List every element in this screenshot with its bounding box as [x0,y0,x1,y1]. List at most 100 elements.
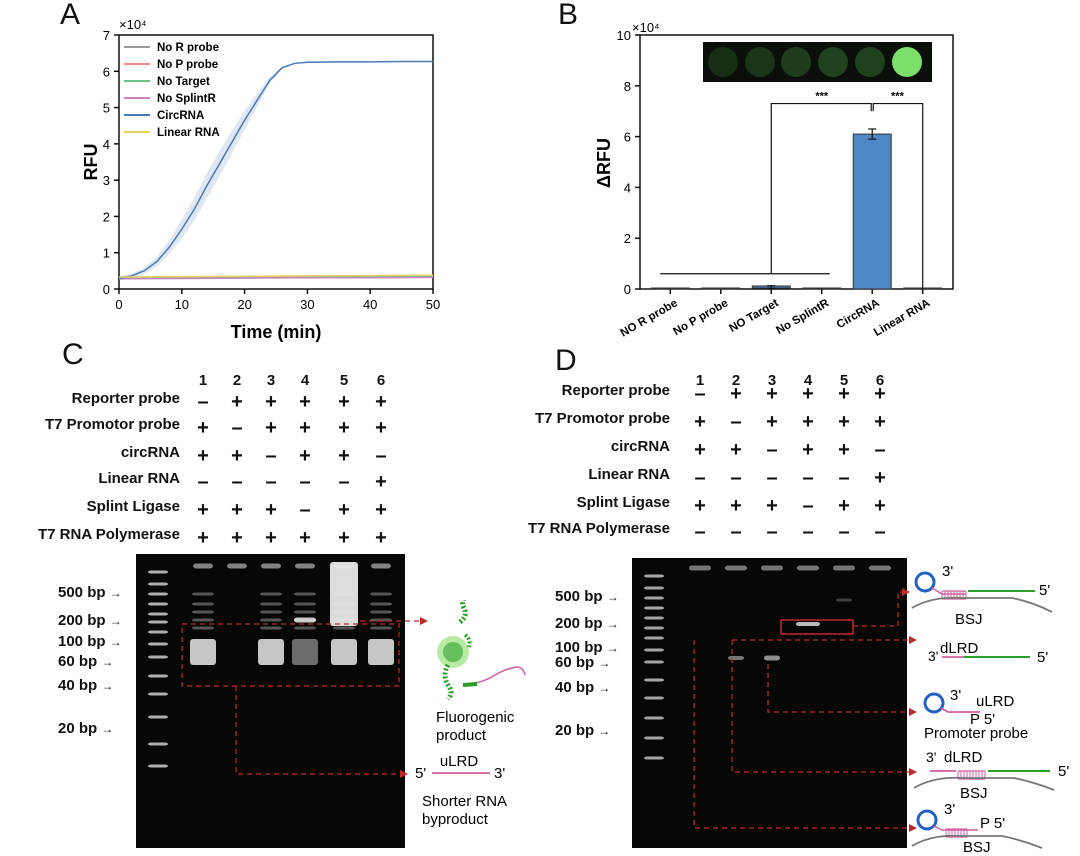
condition-symbol: + [338,417,350,439]
size-marker-label: 100 bp → [58,633,122,650]
byproduct-band [368,639,394,665]
ladder-band [148,692,168,696]
ladder-band [148,764,168,768]
condition-symbol: – [838,521,850,543]
gel-band [294,610,316,614]
ladder-band [148,582,168,586]
chart-a: 0 10 20 30 40 50 0 1 2 3 4 5 6 7 No R probe No P probe… [81,17,440,342]
gel-band [370,626,392,630]
ladder-band [148,655,168,659]
chart-b-category-label: NO R probe [618,297,679,339]
condition-symbol: + [375,499,387,521]
condition-label: T7 Promotor probe [534,410,670,427]
condition-symbol: + [802,383,814,405]
condition-symbol: – [338,471,350,493]
chart-a-ytick-label: 1 [103,246,110,261]
chart-a-xtick-label: 30 [300,297,314,312]
s3-name: uLRD [976,693,1015,710]
gel-c-annotations: Fluorogenic product 5' uLRD 3' Shorter R… [181,600,526,828]
ladder-band [644,756,664,760]
chart-a-legend-label: No SplintR [157,93,216,105]
schematic-probe-bsj: 3' P 5' BSJ [911,801,1043,856]
fluorogenic-label-2: product [436,727,487,744]
chart-a-xtick-label: 10 [175,297,189,312]
size-marker-label: 200 bp → [555,615,619,632]
condition-symbol: + [694,411,706,433]
gel-band [370,602,392,606]
condition-symbol: – [802,495,814,517]
condition-symbol: – [265,445,277,467]
byproduct-five: 5' [415,765,426,782]
gel-band [192,618,214,622]
s1-three: 3' [942,563,953,580]
chart-b-ytick-label: 6 [624,130,631,145]
ladder-band [644,648,664,652]
condition-symbol: + [802,411,814,433]
chart-a-ytick-label: 0 [103,282,110,297]
chart-b-ytick-label: 4 [624,180,631,195]
schematic-dlrd-bsj: 3' dLRD 5' BSJ [913,749,1069,802]
chart-a-legend-label: No R probe [157,42,219,54]
condition-label: circRNA [120,444,180,461]
ladder-band [148,674,168,678]
gel-c-image [136,554,405,848]
chart-b-bar [701,287,741,290]
condition-symbol: + [375,527,387,549]
s4-five: 5' [1058,763,1069,780]
gel-band [294,592,316,596]
ladder-band [644,574,664,578]
size-marker-label: 500 bp → [555,588,619,605]
s2-name: dLRD [940,640,979,657]
chart-b-scale-label: ×10⁴ [632,20,660,35]
lane-number: 2 [731,372,741,389]
condition-label: Linear RNA [588,466,670,483]
condition-symbol: + [838,495,850,517]
condition-symbol: + [874,467,886,489]
condition-symbol: – [265,471,277,493]
chart-a-xlabel: Time (min) [231,322,322,342]
well-spot [855,47,885,77]
ladder-band [644,736,664,740]
condition-label: Splint Ligase [576,494,670,511]
s2-five: 5' [1037,649,1048,666]
condition-symbol: – [694,383,706,405]
condition-symbol: + [802,439,814,461]
significance-label-2: *** [891,91,905,103]
size-marker-label: 100 bp → [555,639,619,656]
condition-symbol: – [299,499,311,521]
chart-b-category-label: NO Target [727,297,781,335]
gel-band [260,618,282,622]
condition-symbol: + [766,495,778,517]
condition-symbol: – [874,521,886,543]
lane-number: 1 [198,372,208,389]
condition-symbol: + [299,527,311,549]
lane-number: 4 [803,372,813,389]
gel-band [294,626,316,630]
panel-label-d: D [555,344,577,377]
lane-number: 2 [232,372,242,389]
condition-symbol: – [730,467,742,489]
condition-symbol: + [338,391,350,413]
schematic-promoter-probe: 3' uLRD P 5' Promoter probe [923,687,1028,742]
s3-caption: Promoter probe [924,725,1028,742]
condition-symbol: – [874,439,886,461]
ladder-band [148,612,168,616]
s3-p5: P 5' [970,711,995,728]
condition-symbol: – [730,521,742,543]
condition-symbol: – [299,471,311,493]
well [833,565,855,571]
condition-symbol: + [231,445,243,467]
condition-symbol: + [874,495,886,517]
condition-symbol: – [197,391,209,413]
gel-band [260,602,282,606]
condition-symbol: – [197,471,209,493]
well [869,565,891,571]
gel-band [260,626,282,630]
condition-symbol: + [730,383,742,405]
condition-symbol: + [197,445,209,467]
byproduct-label-2: byproduct [422,811,489,828]
gel-band [370,592,392,596]
condition-symbol: + [265,499,277,521]
condition-label: T7 RNA Polymerase [527,520,670,537]
